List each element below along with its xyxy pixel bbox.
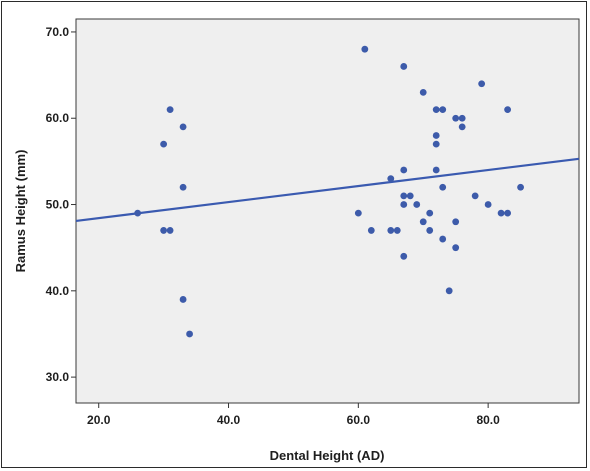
y-tick-label: 60.0 — [46, 111, 70, 125]
data-point — [432, 106, 440, 114]
y-tick-label: 50.0 — [46, 198, 70, 212]
data-point — [478, 80, 486, 88]
data-point — [432, 140, 440, 148]
data-points — [134, 45, 524, 338]
data-point — [179, 123, 187, 131]
x-tick-label: 60.0 — [347, 413, 371, 427]
data-point — [393, 227, 401, 234]
data-point — [160, 140, 168, 148]
data-point — [354, 209, 362, 217]
data-point — [406, 192, 414, 200]
y-axis: 30.0 40.0 50.0 60.0 70.0 — [46, 25, 76, 384]
data-point — [458, 114, 466, 122]
data-point — [400, 63, 408, 70]
data-point — [432, 132, 440, 139]
data-point — [179, 183, 187, 191]
data-point — [439, 235, 447, 243]
data-point — [471, 192, 479, 200]
x-axis: 20.0 40.0 60.0 80.0 — [87, 403, 500, 427]
data-point — [419, 218, 427, 226]
fit-line-group — [75, 157, 580, 223]
data-point — [432, 166, 440, 174]
data-point — [179, 296, 187, 303]
data-point — [367, 227, 375, 234]
data-point — [452, 218, 460, 226]
x-tick-label: 80.0 — [476, 413, 500, 427]
y-tick-label: 70.0 — [46, 25, 70, 39]
data-point — [160, 227, 168, 234]
x-tick-label: 20.0 — [87, 413, 111, 427]
data-point — [439, 106, 447, 114]
data-point — [400, 252, 408, 260]
data-point — [452, 244, 460, 252]
data-point — [387, 227, 395, 234]
data-point — [458, 123, 466, 131]
data-point — [426, 209, 434, 217]
data-point — [445, 287, 453, 295]
y-tick-label: 30.0 — [46, 370, 70, 384]
data-point — [419, 88, 427, 96]
data-point — [166, 227, 174, 234]
data-point — [134, 209, 142, 217]
y-axis-title: Ramus Height (mm) — [13, 150, 28, 273]
x-tick-label: 40.0 — [217, 413, 241, 427]
data-point — [426, 227, 434, 234]
data-point — [452, 114, 460, 122]
data-point — [439, 183, 447, 191]
data-point — [484, 201, 492, 208]
fit-line — [75, 157, 580, 223]
data-point — [400, 192, 408, 200]
data-point — [400, 166, 408, 174]
y-tick-label: 40.0 — [46, 284, 70, 298]
data-point — [166, 106, 174, 114]
data-point — [497, 209, 505, 217]
data-point — [186, 330, 193, 338]
data-point — [517, 183, 524, 191]
data-point — [361, 45, 369, 53]
x-axis-title: Dental Height (AD) — [270, 448, 385, 463]
data-point — [413, 201, 421, 208]
data-point — [504, 209, 512, 217]
data-point — [504, 106, 512, 114]
data-point — [400, 201, 408, 208]
data-point — [387, 175, 395, 183]
